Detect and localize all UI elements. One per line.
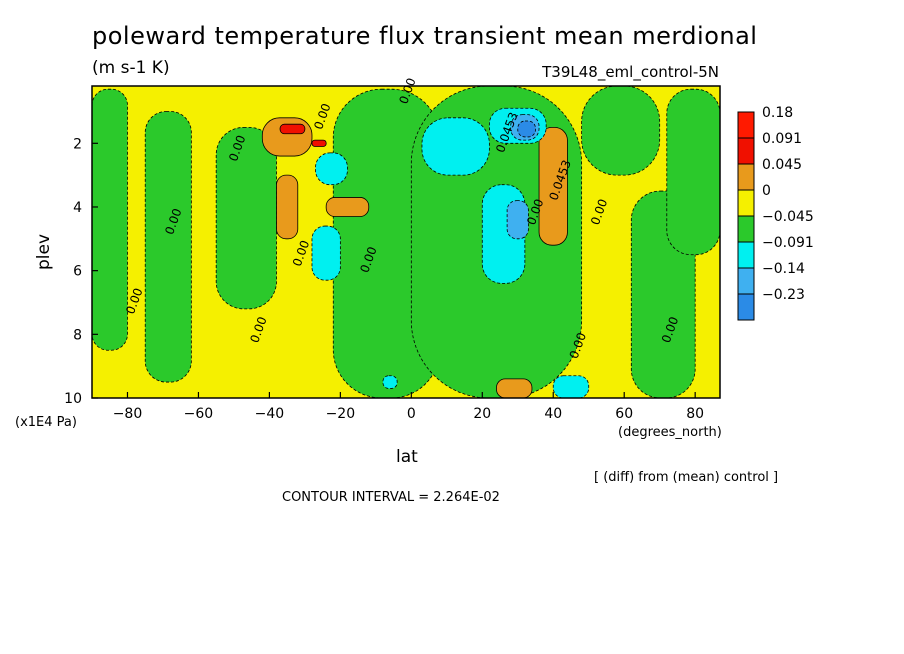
colorbar-swatch [737,189,755,217]
x-tick-label: 20 [473,406,491,422]
y-tick-label: 8 [73,327,82,343]
colorbar-label: 0.18 [762,105,793,121]
colorbar-label: −0.091 [762,235,814,251]
colorbar-label: 0 [762,183,771,199]
x-tick-label: −80 [113,406,143,422]
experiment-name: T39L48_eml_control-5N [542,63,719,81]
contour-region-m0091_m0045 [421,117,490,176]
x-tick-label: 40 [544,406,562,422]
contour-region-0045_0091 [276,174,299,240]
colorbar-swatch [737,215,755,243]
contour-region-0045_0091 [261,117,313,157]
diff-note: [ (diff) from (mean) control ] [594,470,779,485]
contour-fills [92,86,720,398]
colorbar-swatch [737,137,755,165]
x-tick-label: 80 [686,406,704,422]
x-ticks: −80 −60 −40 −20 0 20 40 60 80 [113,392,704,422]
x-tick-label: 60 [615,406,633,422]
contour-region-m014_m0091 [506,200,529,240]
colorbar-swatch [737,111,755,139]
x-tick-label: −20 [326,406,356,422]
chart-units: (m s-1 K) [92,58,170,78]
y-tick-label: 4 [73,200,82,216]
contour-region-m023_m014 [517,120,536,138]
contour-region-m0045_0 [144,111,192,383]
colorbar-label: −0.045 [762,209,814,225]
y-tick-label: 6 [73,264,82,280]
x-tick-label: −60 [184,406,214,422]
colorbar-swatch [737,293,755,321]
colorbar-label: −0.23 [762,287,805,303]
y-ticks: 2 4 6 8 10 [64,136,98,407]
contour-region-m0091_m0045 [315,152,348,186]
colorbar-swatch [737,267,755,295]
contour-region-m0045_0 [581,86,661,176]
contour-region-m0045_0 [666,88,720,256]
colorbar-swatch [737,163,755,191]
contour-interval: CONTOUR INTERVAL = 2.264E-02 [282,490,500,505]
chart-title: poleward temperature flux transient mean… [92,22,758,50]
colorbar-label: 0.045 [762,157,802,173]
contour-region-m0045_0 [215,126,277,310]
contour-region-m0091_m0045 [382,375,398,389]
colorbar-label: −0.14 [762,261,805,277]
plot-frame [91,85,721,399]
y-axis-unit: (x1E4 Pa) [15,415,77,430]
contour-region-0045_0091 [496,378,533,398]
y-tick-label: 10 [64,391,82,407]
colorbar-swatch [737,241,755,269]
contour-region-0045_0091 [325,197,370,217]
contour-region-m0091_m0045 [552,375,590,398]
x-axis-unit: (degrees_north) [618,425,722,440]
y-tick-label: 2 [73,136,82,152]
colorbar: 0.18 0.091 0.045 0 −0.045 −0.091 −0.14 −0.23 [737,105,814,321]
contour-region-m0045_0 [92,88,128,351]
contour-region-0045_0091 [538,126,568,246]
x-tick-label: −40 [255,406,285,422]
x-tick-label: 0 [407,406,416,422]
contour-region-0091_018 [279,123,306,135]
contour-region-0091_018 [311,139,327,147]
x-axis-label: lat [396,447,418,467]
colorbar-label: 0.091 [762,131,802,147]
contour-region-m0091_m0045 [311,225,341,281]
